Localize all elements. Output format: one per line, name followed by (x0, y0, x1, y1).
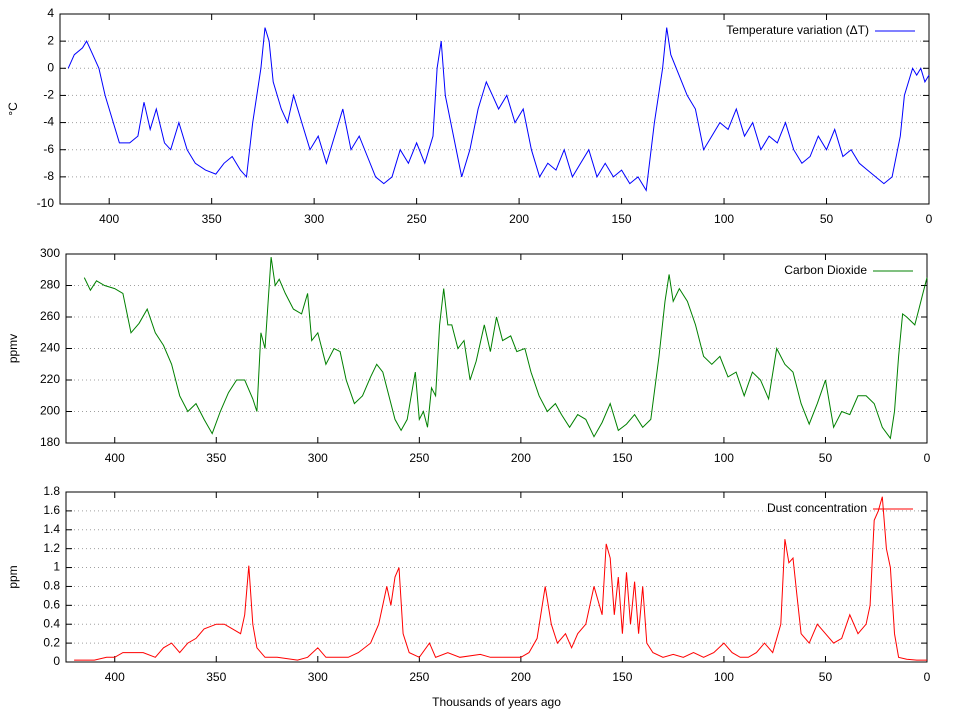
y-tick-label: 180 (40, 435, 60, 449)
y-tick-label: 0 (47, 60, 54, 74)
y-tick-label: 1.4 (43, 522, 60, 536)
x-axis-label: Thousands of years ago (432, 695, 561, 709)
y-tick-label: 1 (53, 560, 60, 574)
x-tick-label: 150 (612, 212, 632, 226)
y-tick-label: 1.6 (43, 503, 60, 517)
x-tick-label: 400 (105, 670, 125, 684)
y-tick-label: -8 (43, 169, 54, 183)
x-tick-label: 350 (202, 212, 222, 226)
y-tick-label: 4 (47, 6, 54, 20)
x-tick-label: 250 (409, 451, 429, 465)
y-tick-label: 0.8 (43, 579, 60, 593)
data-line (67, 27, 930, 192)
x-tick-label: 0 (924, 451, 931, 465)
x-tick-label: 350 (206, 451, 226, 465)
x-tick-label: 250 (407, 212, 427, 226)
y-tick-label: -4 (43, 115, 54, 129)
x-tick-label: 150 (612, 670, 632, 684)
y-tick-label: 220 (40, 372, 60, 386)
y-tick-label: 240 (40, 341, 60, 355)
legend-label: Dust concentration (767, 501, 867, 515)
x-tick-label: 100 (714, 451, 734, 465)
y-axis-label: ppmv (6, 334, 20, 363)
y-tick-label: 0.4 (43, 616, 60, 630)
x-tick-label: 200 (511, 670, 531, 684)
y-tick-label: 1.8 (43, 484, 60, 498)
y-tick-label: 300 (40, 246, 60, 260)
y-tick-label: -10 (37, 196, 55, 210)
x-tick-label: 250 (409, 670, 429, 684)
y-tick-label: 1.2 (43, 541, 60, 555)
plot-frame (59, 13, 930, 205)
x-tick-label: 300 (308, 670, 328, 684)
x-tick-label: 50 (819, 451, 833, 465)
y-tick-label: 0.6 (43, 598, 60, 612)
data-line (83, 257, 928, 440)
x-tick-label: 200 (509, 212, 529, 226)
y-axis-label: ppm (6, 565, 20, 588)
legend-label: Carbon Dioxide (784, 263, 867, 277)
x-tick-label: 100 (714, 670, 734, 684)
x-tick-label: 200 (511, 451, 531, 465)
x-tick-label: 50 (820, 212, 834, 226)
legend-label: Temperature variation (ΔT) (726, 23, 869, 37)
y-axis-label: °C (6, 102, 20, 116)
x-tick-label: 300 (308, 451, 328, 465)
x-tick-label: 0 (924, 670, 931, 684)
y-tick-label: 200 (40, 404, 60, 418)
y-tick-label: -2 (43, 88, 54, 102)
x-tick-label: 350 (206, 670, 226, 684)
x-tick-label: 300 (304, 212, 324, 226)
y-tick-label: 0.2 (43, 635, 60, 649)
x-tick-label: 400 (99, 212, 119, 226)
x-tick-label: 100 (714, 212, 734, 226)
y-tick-label: 2 (47, 33, 54, 47)
plot-frame (65, 253, 928, 444)
y-tick-label: -6 (43, 142, 54, 156)
plot-frame (65, 491, 928, 663)
y-tick-label: 0 (53, 654, 60, 668)
y-tick-label: 280 (40, 278, 60, 292)
x-tick-label: 400 (105, 451, 125, 465)
x-tick-label: 150 (612, 451, 632, 465)
x-tick-label: 0 (926, 212, 933, 226)
y-tick-label: 260 (40, 309, 60, 323)
data-line (74, 496, 927, 661)
x-tick-label: 50 (819, 670, 833, 684)
